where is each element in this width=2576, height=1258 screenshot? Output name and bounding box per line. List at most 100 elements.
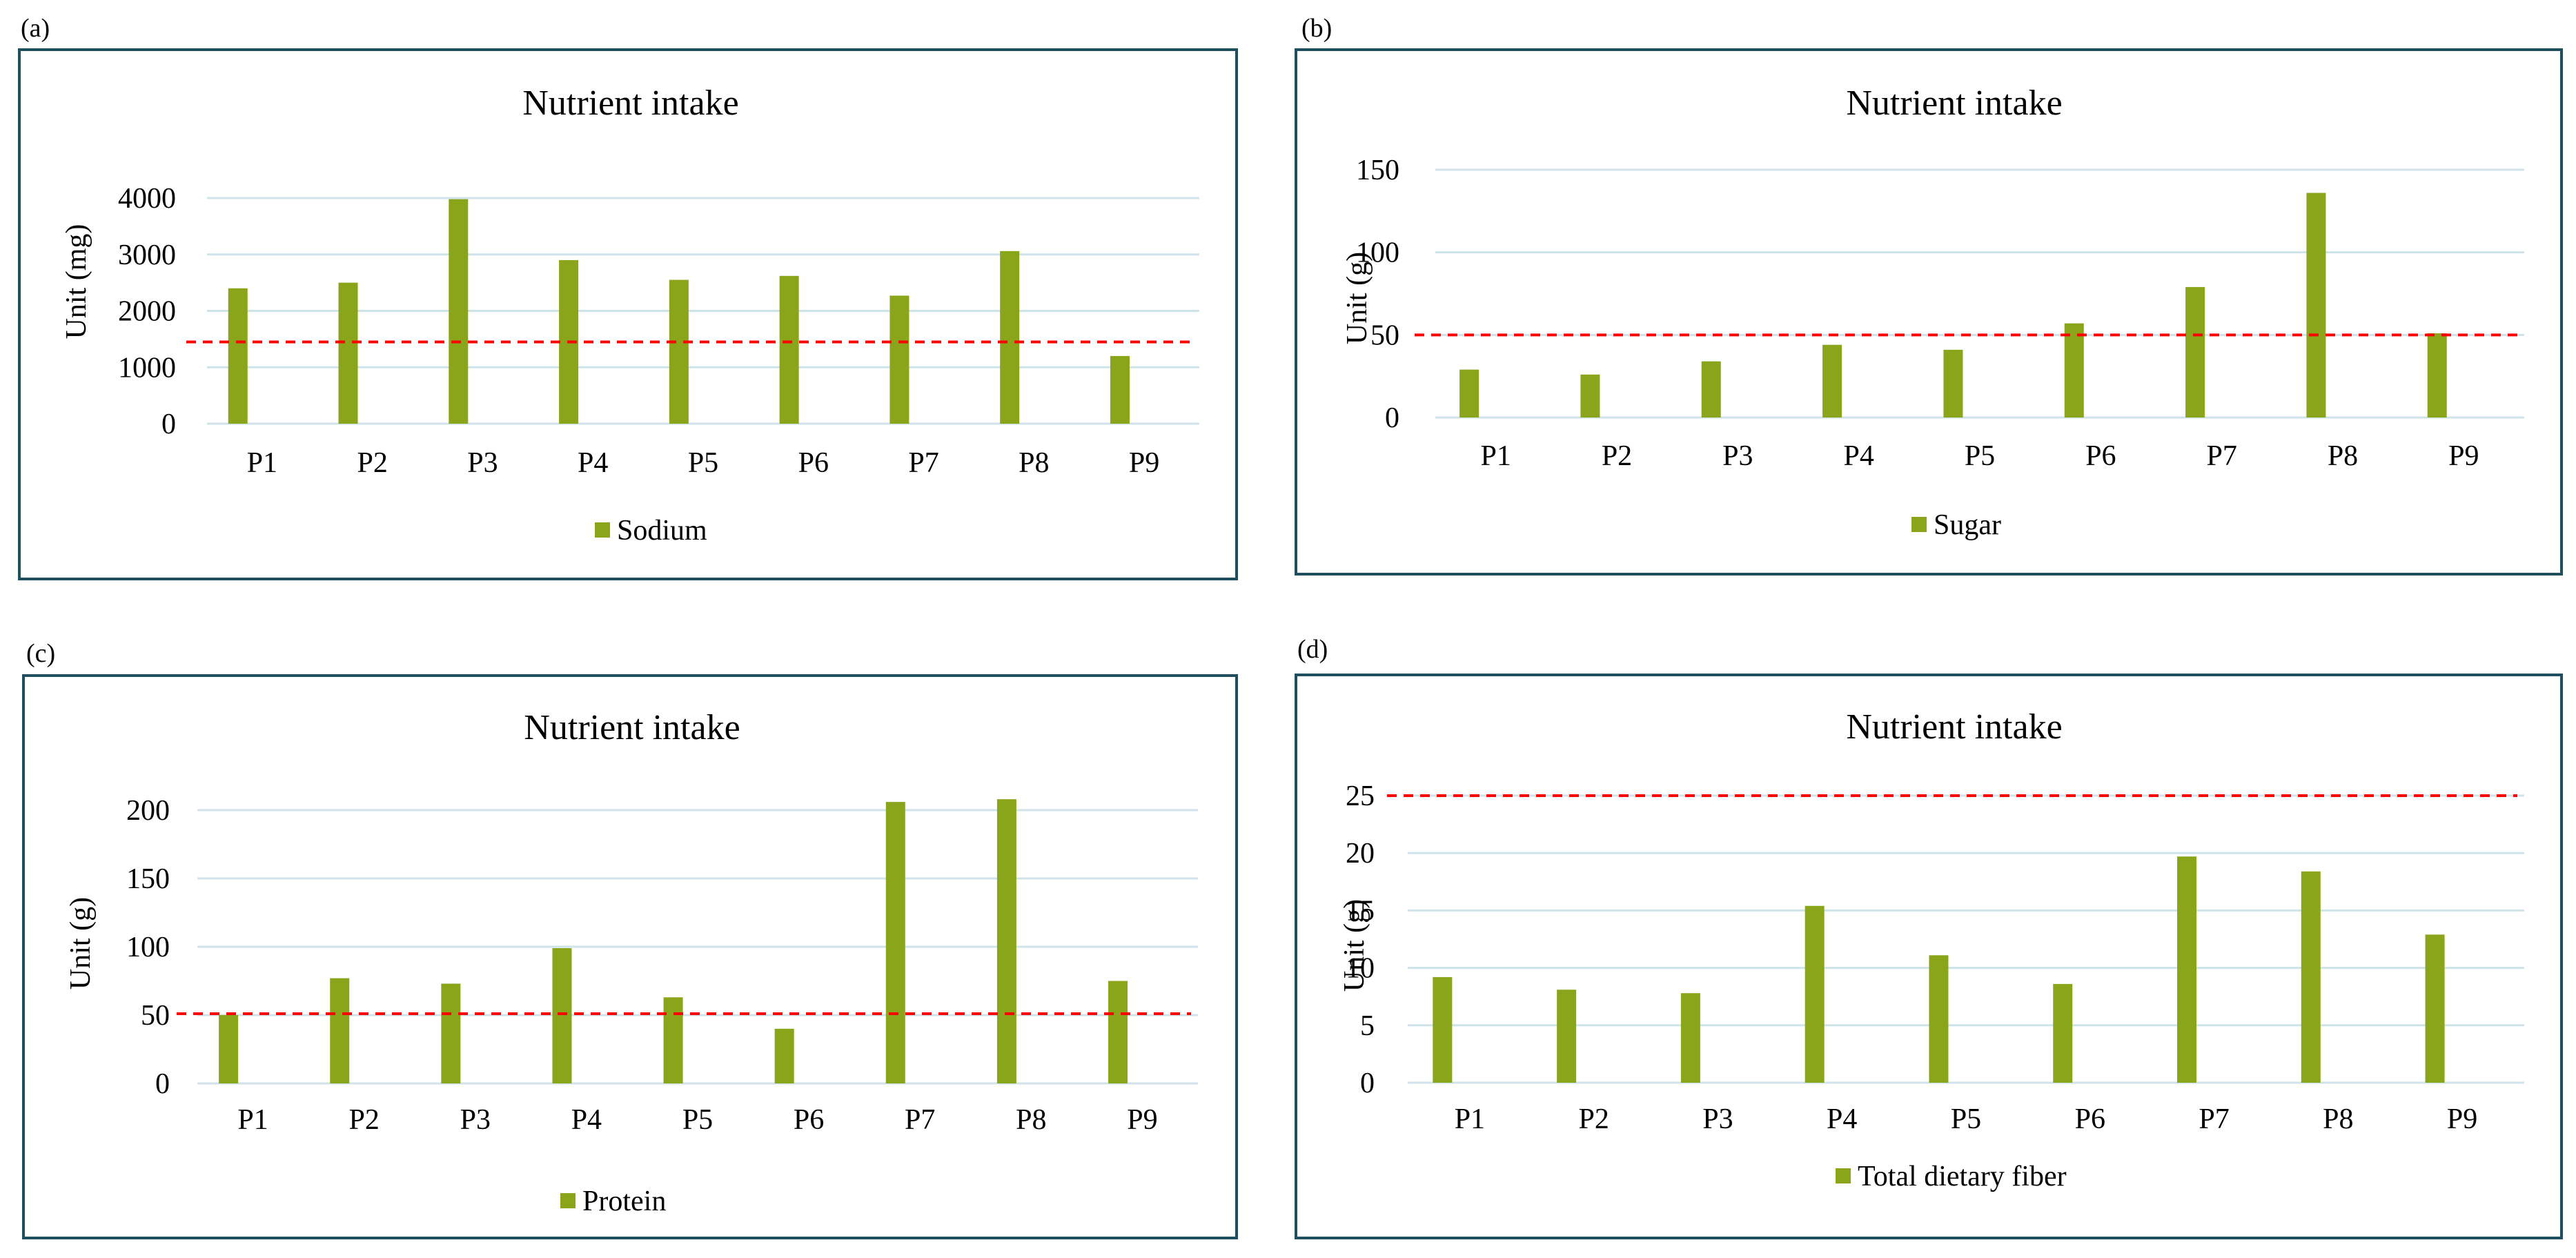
bar-p9 [1110,355,1130,424]
bar-p7 [885,802,905,1083]
bar-p3 [1701,361,1721,417]
legend-swatch [1911,517,1927,532]
bar-p7 [889,295,910,424]
x-tick-label: P3 [460,1104,491,1136]
x-tick-label: P1 [1455,1103,1485,1135]
bar-p5 [1929,955,1949,1083]
legend: Total dietary fiber [1836,1161,2067,1192]
bar-p9 [1108,981,1128,1083]
x-tick-label: P4 [571,1104,602,1136]
bar-p6 [774,1028,794,1083]
chart-svg-b: Nutrient intake Unit (g) 0 50 100 150 P1 P2 P3… [1341,83,2524,541]
y-axis-label: Unit (g) [65,897,97,990]
chart-title: Nutrient intake [1846,707,2062,747]
x-tick-label: P7 [905,1104,935,1136]
x-tick-label: P9 [2448,440,2479,472]
legend-label: Sugar [1934,509,2001,541]
x-tick-label: P9 [2447,1103,2477,1135]
bar-p2 [330,978,350,1083]
x-tick-label: P7 [908,447,938,479]
legend-swatch [595,522,610,538]
bar-p1 [228,288,248,424]
x-tick-label: P3 [467,447,498,479]
x-tick-label: P7 [2206,440,2236,472]
y-tick-label: 2000 [118,296,176,328]
legend: Protein [560,1186,666,1217]
panel-letter-a: (a) [21,14,50,43]
x-tick-label: P6 [798,447,829,479]
bar-p2 [1557,990,1577,1083]
x-tick-label: P1 [247,447,277,479]
bar-p6 [779,275,799,424]
bar-p7 [2185,286,2205,417]
chart-panel-b: Nutrient intake Unit (g) 0 50 100 150 P1 P2 P3… [1295,48,2563,576]
chart-title: Nutrient intake [524,708,740,747]
x-tick-label: P4 [578,447,608,479]
x-tick-label: P2 [348,1104,379,1136]
x-tick-label: P6 [2075,1103,2105,1135]
y-tick-label: 15 [1346,895,1375,927]
y-tick-label: 25 [1346,780,1375,812]
x-tick-label: P2 [357,447,387,479]
bar-p5 [1943,349,1963,417]
y-axis-label: Unit (g) [1339,899,1370,992]
chart-panel-a: Nutrient intake Unit (mg) 0 1000 2000 3000 4… [18,48,1238,580]
bar-p1 [1433,976,1453,1083]
legend-swatch [1836,1168,1851,1183]
bar-p4 [1822,344,1842,417]
panel-letter-b: (b) [1301,14,1333,43]
x-tick-label: P5 [688,447,718,479]
bar-p4 [1805,905,1825,1083]
y-tick-label: 0 [1385,402,1399,434]
x-tick-label: P8 [2328,440,2358,472]
x-tick-label: P9 [1129,447,1159,479]
plot-area: 0 50 100 150 200 P1 P2 P3 P4 P5 P6 P7 P8 P9 [126,795,1198,1136]
x-tick-label: P4 [1843,440,1874,472]
y-tick-label: 0 [161,409,176,440]
x-tick-label: P5 [682,1104,713,1136]
x-tick-label: P6 [2085,440,2116,472]
bar-p6 [2064,323,2084,417]
y-tick-label: 100 [1356,237,1399,269]
legend: Sodium [595,515,707,547]
legend-label: Protein [582,1186,666,1217]
bar-p5 [663,997,683,1083]
chart-svg-a: Nutrient intake Unit (mg) 0 1000 2000 3000 4… [61,83,1199,547]
x-tick-label: P3 [1702,1103,1733,1135]
y-tick-label: 4000 [118,183,176,215]
panel-letter-d: (d) [1297,635,1328,664]
bar-p8 [996,799,1016,1083]
y-tick-label: 5 [1360,1010,1375,1042]
x-tick-label: P9 [1127,1104,1157,1136]
x-tick-label: P3 [1722,440,1753,472]
bar-p2 [338,282,358,424]
bar-p3 [441,983,461,1083]
chart-svg-d: Nutrient intake Unit (g) 0 5 10 15 20 25 P1 P2 P… [1339,707,2524,1192]
x-tick-label: P4 [1827,1103,1857,1135]
x-tick-label: P2 [1578,1103,1609,1135]
chart-svg-c: Nutrient intake Unit (g) 0 50 100 150 200 P1 P… [65,708,1198,1217]
bar-p6 [2053,983,2073,1083]
bar-p1 [1459,369,1479,417]
x-tick-label: P1 [237,1104,268,1136]
bar-p9 [2425,934,2445,1083]
y-tick-label: 10 [1346,953,1375,985]
bar-p4 [552,947,572,1083]
legend-label: Sodium [617,515,707,547]
y-axis-label: Unit (g) [1341,252,1373,344]
y-tick-label: 200 [126,795,170,827]
chart-title: Nutrient intake [522,83,738,123]
bar-p8 [2301,871,2321,1083]
plot-area: 0 50 100 150 P1 P2 P3 P4 P5 P6 P7 P8 P9 [1356,155,2524,472]
bar-p2 [1580,374,1600,417]
x-tick-label: P6 [794,1104,824,1136]
chart-panel-c: Nutrient intake Unit (g) 0 50 100 150 200 P1 P… [22,674,1238,1239]
y-tick-label: 50 [1370,320,1399,351]
legend-swatch [560,1193,576,1208]
x-tick-label: P8 [1016,1104,1046,1136]
x-tick-label: P8 [2323,1103,2353,1135]
x-tick-label: P2 [1602,440,1632,472]
y-tick-label: 150 [126,863,170,895]
y-tick-label: 1000 [118,352,176,384]
bar-p1 [219,1015,239,1083]
